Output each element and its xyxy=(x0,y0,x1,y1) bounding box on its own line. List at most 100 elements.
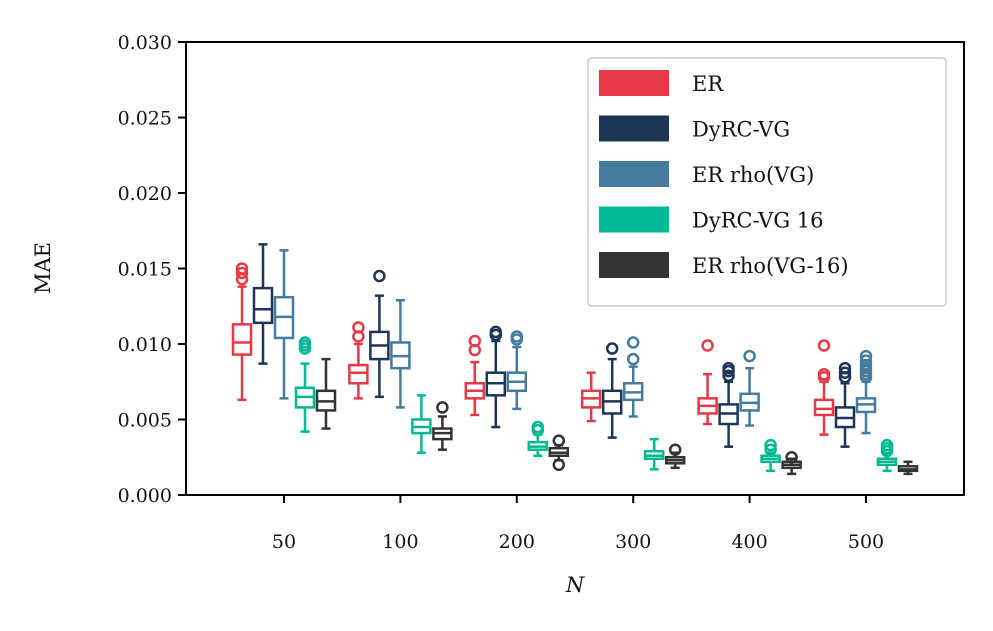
y-tick-label: 0.000 xyxy=(118,485,172,507)
box-plot xyxy=(855,349,877,435)
legend-label: DyRC-VG 16 xyxy=(692,209,824,233)
legend-swatch xyxy=(599,115,669,142)
x-axis: 50 100 200 300 400 500 xyxy=(272,495,884,553)
x-tick-label: 300 xyxy=(615,531,651,553)
outlier-point xyxy=(436,401,449,414)
legend: ER DyRC-VG ER rho(VG) DyRC-VG 16 ER rho(VG-1… xyxy=(587,57,947,307)
x-axis-label: N xyxy=(565,573,585,597)
legend-swatch xyxy=(599,70,669,96)
box-plot xyxy=(876,438,898,473)
legend-label: ER rho(VG) xyxy=(692,163,814,187)
y-tick-label: 0.030 xyxy=(118,32,172,54)
y-tick-label: 0.015 xyxy=(118,259,172,281)
box-plot xyxy=(464,334,486,417)
outlier-point xyxy=(235,262,249,275)
legend-label: ER rho(VG-16) xyxy=(692,254,849,278)
series-er-rho-vg-16 xyxy=(315,357,919,476)
x-tick-label: 500 xyxy=(848,531,884,553)
outlier-point xyxy=(859,354,873,367)
outlier-point xyxy=(552,434,566,447)
outlier-point xyxy=(626,336,640,349)
box-plot xyxy=(231,262,253,402)
box-plot xyxy=(294,336,316,433)
outlier-point xyxy=(817,367,831,381)
box-plot xyxy=(548,434,570,472)
box-plot xyxy=(411,394,432,454)
box-plot xyxy=(369,269,390,399)
outlier-point xyxy=(626,352,640,366)
box-plot xyxy=(601,342,623,439)
outlier-point xyxy=(859,349,873,363)
outlier-point xyxy=(352,321,365,334)
box-plot xyxy=(348,321,369,400)
outlier-point xyxy=(298,336,312,349)
outlier-point xyxy=(764,438,777,452)
box-plot xyxy=(834,361,856,448)
legend-swatch xyxy=(599,206,669,233)
box-plot xyxy=(897,460,919,476)
box-plot xyxy=(527,420,549,457)
outlier-point xyxy=(722,369,735,382)
box-plot xyxy=(697,339,718,426)
outlier-point xyxy=(880,438,894,452)
box-plot xyxy=(781,451,802,476)
y-tick-label: 0.025 xyxy=(118,108,172,130)
outlier-point xyxy=(489,325,503,339)
x-tick-label: 100 xyxy=(382,531,418,553)
box-plot xyxy=(485,325,507,429)
box xyxy=(231,323,253,356)
box-plot xyxy=(739,349,760,427)
box-plot xyxy=(813,339,835,436)
box-plot xyxy=(273,249,295,400)
box-plot xyxy=(622,336,644,418)
y-axis-label: MAE xyxy=(31,242,55,294)
outlier-point xyxy=(235,266,249,280)
box-plot xyxy=(252,243,274,365)
box-plot xyxy=(580,371,602,423)
plot-area xyxy=(231,243,919,476)
box-plot xyxy=(506,330,528,411)
box-plot xyxy=(718,361,739,448)
x-tick-label: 50 xyxy=(272,531,296,553)
y-tick-label: 0.005 xyxy=(118,410,172,432)
outlier-point xyxy=(468,334,482,348)
y-tick-label: 0.010 xyxy=(118,334,172,356)
outlier-point xyxy=(668,443,682,456)
outlier-point xyxy=(373,269,386,283)
outlier-point xyxy=(785,451,798,464)
box-plot xyxy=(643,437,665,471)
y-axis: 0.000 0.005 0.010 0.015 0.020 0.025 0.030 xyxy=(118,32,186,507)
legend-swatch xyxy=(599,252,669,278)
y-tick-label: 0.020 xyxy=(118,183,172,205)
outlier-point xyxy=(701,339,714,352)
box-plot xyxy=(315,357,337,430)
legend-label: DyRC-VG xyxy=(692,118,790,142)
x-tick-label: 200 xyxy=(499,531,535,553)
box xyxy=(813,398,835,417)
outlier-point xyxy=(531,420,545,434)
outlier-point xyxy=(510,330,524,343)
box-plot xyxy=(432,401,453,451)
series-dyrc-vg-16 xyxy=(294,336,898,473)
outlier-point xyxy=(838,366,852,379)
outlier-point xyxy=(743,349,756,363)
legend-label: ER xyxy=(692,72,724,96)
series-er-rho-vg xyxy=(273,249,877,435)
box-plot xyxy=(664,443,686,470)
series-er xyxy=(231,262,835,436)
legend-frame xyxy=(587,57,947,307)
outlier-point xyxy=(605,342,619,355)
outlier-point xyxy=(817,339,831,352)
series-dyrc-vg xyxy=(252,243,856,448)
box xyxy=(348,363,369,385)
box-plot xyxy=(390,298,411,409)
x-tick-label: 400 xyxy=(731,531,767,553)
box-plot xyxy=(760,438,781,473)
outlier-point xyxy=(722,361,735,375)
legend-swatch xyxy=(599,161,669,187)
box xyxy=(252,286,274,325)
outlier-point xyxy=(552,458,566,472)
outlier-point xyxy=(764,443,777,456)
outlier-point xyxy=(838,361,852,375)
